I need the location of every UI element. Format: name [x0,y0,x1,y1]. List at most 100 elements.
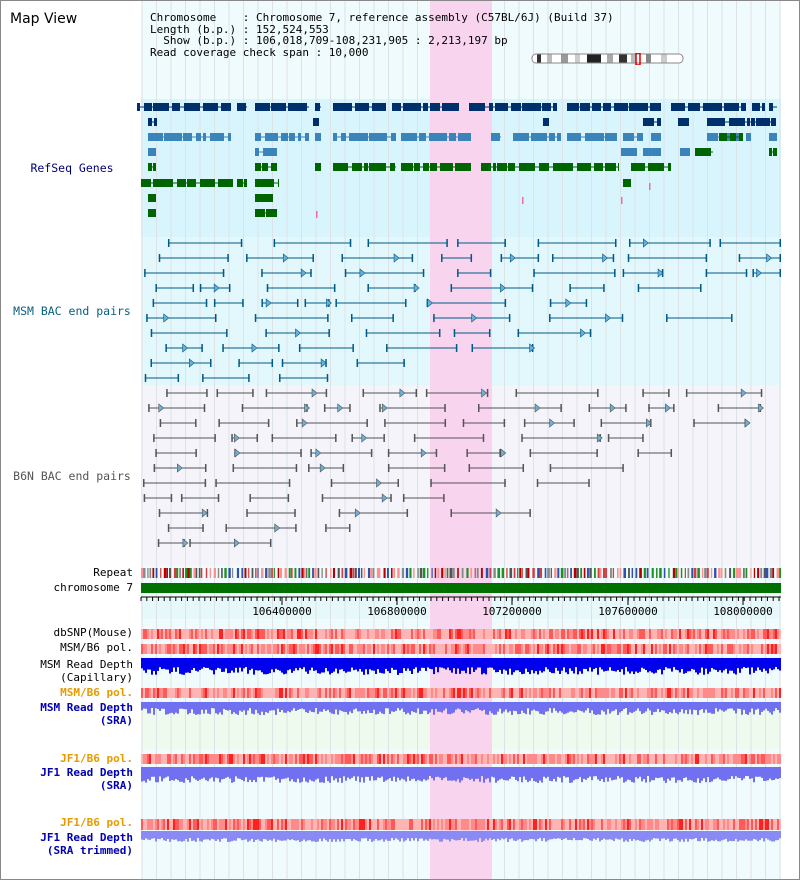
chromosome-ideogram[interactable] [531,53,685,65]
dbsnp-strip [575,629,577,639]
b6n-bac-arrow [354,508,361,518]
dbsnp-strip [407,629,409,639]
msm-b6-pol-sra-strip [267,688,269,698]
jf1-depth-sra-bar [649,767,651,782]
jf1-depth-sra-bar [377,767,379,778]
msm-bac-end [202,374,204,382]
msm-b6-pol-sra-strip [691,688,693,698]
jf1-depth-trimmed-bar [489,831,491,839]
jf1-depth-trimmed-bar [341,831,343,839]
jf1-b6-pol-strip [607,754,609,764]
dbsnp-strip [717,629,719,639]
dbsnp-strip [585,629,587,639]
msm-b6-pol-sra-strip [469,688,471,698]
gene-exon [423,163,429,171]
msm-b6-pol-strip [643,644,645,654]
jf1-b6-pol-strip [447,754,449,764]
msm-b6-pol-strip [255,644,257,654]
jf1-b6-pol-trimmed-strip [671,819,673,830]
msm-b6-pol-strip [451,644,453,654]
msm-b6-pol-sra-strip [313,688,315,698]
jf1-b6-pol-strip [189,754,191,764]
msm-b6-pol-strip [675,644,677,654]
repeat-feature [357,568,361,578]
jf1-depth-trimmed-bar [313,831,315,842]
msm-depth-sra-bar [413,702,415,713]
jf1-depth-trimmed-bar [311,831,313,842]
jf1-b6-pol-trimmed-strip [401,819,403,830]
repeat-feature [409,568,412,578]
jf1-depth-sra-bar [439,767,441,778]
dbsnp-strip [533,629,535,639]
b6n-bac-end [348,524,351,532]
gene-exon [549,133,555,141]
msm-depth-sra-bar [213,702,215,709]
repeat-feature [182,568,184,578]
jf1-depth-trimmed-bar [283,831,285,841]
msm-depth-capillary-bar [761,658,763,672]
jf1-depth-sra-bar [403,767,405,780]
dbsnp-strip [301,629,303,639]
msm-depth-sra-bar [723,702,725,712]
dbsnp-strip [161,629,163,639]
jf1-b6-pol-strip [777,754,779,764]
jf1-b6-pol-strip [287,754,289,764]
jf1-depth-trimmed-bar [747,831,749,841]
jf1-depth-trimmed-bar [275,831,277,842]
jf1-depth-sra-bar [185,767,187,779]
b6n-bac-end [310,449,312,457]
msm-depth-sra-bar [387,702,389,709]
jf1-b6-pol-strip [403,754,405,764]
msm-b6-pol-strip [509,644,511,654]
jf1-b6-pol-trimmed-strip [273,819,275,830]
repeat-feature [308,568,311,578]
msm-b6-pol-sra-strip [365,688,367,698]
msm-b6-pol-sra-strip [187,688,189,698]
msm-b6-pol-sra-strip [687,688,689,698]
jf1-depth-trimmed-bar [193,831,195,841]
msm-depth-sra-bar [379,702,381,712]
msm-b6-pol-strip [689,644,691,654]
msm-depth-capillary-bar [313,658,315,671]
jf1-b6-pol-strip [423,754,425,764]
msm-depth-sra-bar [211,702,213,709]
repeat-feature [265,568,268,578]
dbsnp-strip [701,629,703,639]
msm-depth-capillary-bar [699,658,701,673]
b6n-bac-arrow [315,448,322,458]
dbsnp-strip [265,629,267,639]
jf1-depth-trimmed-bar [331,831,333,842]
refseq-marker [621,197,623,204]
repeat-feature [769,568,773,578]
jf1-b6-pol-trimmed-strip [195,819,197,830]
msm-bac-end [150,359,152,367]
track-label-dbsnp: dbSNP(Mouse) [53,626,133,639]
dbsnp-strip [319,629,321,639]
msm-depth-capillary-bar [349,658,351,672]
b6n-bac-end [450,509,452,517]
repeat-feature [143,568,146,578]
msm-b6-pol-sra-strip [423,688,425,698]
repeat-feature [367,568,371,578]
msm-depth-sra-bar [233,702,235,713]
gene-exon [172,103,180,111]
dbsnp-strip [707,629,709,639]
dbsnp-strip [697,629,699,639]
repeat-feature [519,568,522,578]
msm-b6-pol-strip [419,644,421,654]
dbsnp-strip [367,629,369,639]
msm-depth-sra-bar [751,702,753,709]
jf1-depth-trimmed-bar [675,831,677,839]
msm-b6-pol-sra-strip [451,688,453,698]
msm-b6-pol-sra-strip [533,688,535,698]
dbsnp-strip [371,629,373,639]
msm-b6-pol-sra-strip [535,688,537,698]
repeat-feature [277,568,280,578]
msm-b6-pol-strip [595,644,597,654]
msm-bac-end [549,299,552,307]
jf1-b6-pol-strip [547,754,549,764]
jf1-depth-trimmed-bar [757,831,759,842]
dbsnp-strip [543,629,545,639]
dbsnp-strip [245,629,247,639]
